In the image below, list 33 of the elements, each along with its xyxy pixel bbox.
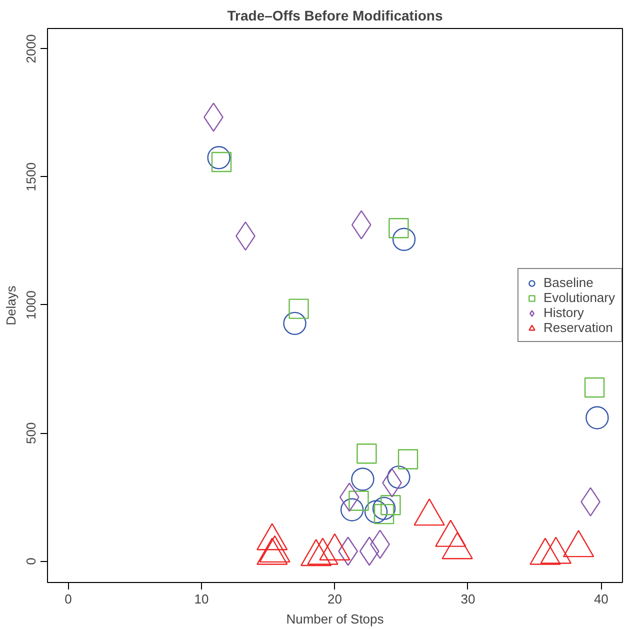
point bbox=[356, 444, 377, 464]
legend-label: Evolutionary bbox=[543, 290, 615, 305]
point bbox=[283, 312, 306, 336]
point bbox=[372, 496, 396, 520]
y-tick-label: 500 bbox=[24, 422, 38, 444]
x-tick-label: 20 bbox=[328, 592, 342, 606]
legend-label: Reservation bbox=[543, 320, 613, 335]
point bbox=[392, 228, 416, 251]
point bbox=[351, 468, 374, 491]
y-tick-label: 0 bbox=[24, 558, 38, 565]
x-axis-title: Number of Stops bbox=[286, 612, 384, 626]
point bbox=[211, 152, 232, 172]
y-axis-title: Delays bbox=[4, 285, 18, 326]
point bbox=[586, 406, 609, 430]
point bbox=[340, 498, 364, 522]
point bbox=[364, 500, 388, 524]
chart-title: Trade–Offs Before Modifications bbox=[227, 8, 443, 24]
x-tick-label: 10 bbox=[194, 592, 209, 606]
point bbox=[388, 218, 409, 238]
x-tick-label: 30 bbox=[460, 592, 476, 606]
y-tick-label: 1000 bbox=[24, 290, 38, 320]
point bbox=[374, 504, 394, 524]
x-tick-label: 0 bbox=[64, 592, 72, 606]
y-tick-label: 2000 bbox=[24, 34, 38, 64]
y-tick-label: 1500 bbox=[24, 162, 38, 192]
legend-label: History bbox=[543, 305, 584, 320]
legend-label: Baseline bbox=[543, 275, 594, 290]
x-tick-label: 40 bbox=[594, 592, 608, 606]
point bbox=[387, 466, 410, 489]
point bbox=[288, 298, 309, 319]
point bbox=[207, 146, 230, 170]
point bbox=[584, 377, 605, 398]
point bbox=[398, 449, 418, 470]
